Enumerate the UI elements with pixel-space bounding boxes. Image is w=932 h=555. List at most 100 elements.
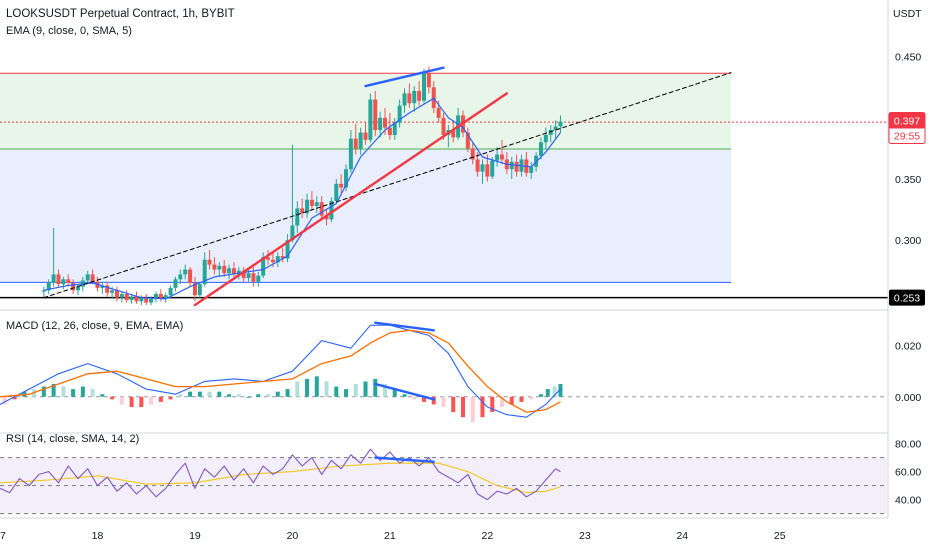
candle-body-47 [270, 259, 275, 263]
macd-hist-bar-30 [295, 381, 300, 397]
macd-hist-bar-7 [71, 389, 76, 397]
candle-body-87 [465, 132, 470, 149]
candle-body-78 [422, 73, 427, 101]
candle-body-91 [485, 164, 490, 177]
candle-body-14 [110, 290, 115, 293]
macd-hist-bar-15 [149, 396, 154, 405]
candle-body-64 [353, 138, 358, 149]
price-y-tick-3: 0.300 [895, 235, 921, 247]
macd-hist-bar-35 [344, 389, 349, 397]
macd-hist-bar-26 [256, 394, 261, 397]
macd-hist-bar-28 [275, 391, 280, 397]
candle-body-79 [426, 73, 431, 88]
candle-body-38 [227, 268, 232, 274]
macd-signal-line [0, 329, 561, 413]
rsi-line [0, 448, 561, 501]
x-tick-4: 21 [384, 530, 396, 542]
candle-body-6 [71, 282, 76, 291]
x-tick-3: 20 [287, 530, 299, 542]
candle-body-21 [144, 297, 149, 303]
macd-hist-bar-53 [519, 396, 524, 402]
macd-hist-bar-22 [217, 391, 222, 397]
x-tick-6: 23 [579, 530, 591, 542]
candle-body-94 [499, 154, 504, 160]
candle-body-37 [222, 265, 227, 274]
candle-body-49 [280, 256, 285, 259]
macd-hist-bar-40 [392, 389, 397, 397]
candle-body-63 [348, 138, 353, 170]
candle-body-69 [378, 117, 383, 131]
macd-hist-bar-34 [334, 386, 339, 397]
macd-hist-bar-43 [422, 396, 427, 402]
ema-indicator-label: EMA (9, close, 0, SMA, 5) [6, 25, 132, 37]
candle-body-10 [90, 274, 95, 282]
candle-body-104 [548, 130, 553, 135]
macd-hist-bar-18 [178, 394, 183, 397]
candle-body-74 [402, 93, 407, 106]
level-price-value: 0.253 [894, 293, 920, 305]
macd-hist-bar-37 [363, 381, 368, 397]
macd-hist-bar-33 [324, 381, 329, 397]
macd-hist-bar-24 [236, 394, 241, 397]
candle-body-35 [212, 264, 217, 270]
macd-hist-bar-57 [552, 386, 557, 397]
macd-hist-bar-20 [197, 391, 202, 397]
macd-hist-bar-29 [285, 389, 290, 397]
candle-body-27 [173, 279, 178, 288]
candle-body-40 [236, 270, 241, 275]
candle-body-28 [178, 274, 183, 280]
macd-divergence-line [374, 321, 435, 332]
price-y-tick-2: 0.350 [895, 174, 921, 186]
candle-body-30 [188, 269, 193, 283]
macd-indicator-label: MACD (12, 26, close, 9, EMA, EMA) [6, 320, 184, 332]
rsi-divergence-line [374, 456, 435, 463]
candle-body-46 [266, 257, 271, 260]
candle-body-32 [197, 284, 202, 296]
macd-hist-bar-25 [246, 396, 251, 398]
candle-body-58 [324, 215, 329, 220]
ema-line [43, 97, 561, 300]
macd-y-tick-1: 0.000 [895, 392, 921, 404]
candle-body-84 [451, 130, 456, 138]
macd-hist-bar-8 [80, 386, 85, 397]
candle-body-73 [397, 105, 402, 123]
x-tick-0: 17 [0, 530, 6, 542]
macd-hist-bar-38 [373, 378, 378, 397]
candle-body-19 [134, 296, 139, 302]
chart-title: LOOKSUSDT Perpetual Contract, 1h, BYBIT [6, 8, 235, 20]
macd-hist-bar-19 [188, 391, 193, 397]
candle-body-31 [192, 282, 197, 296]
candle-body-12 [100, 285, 105, 288]
macd-hist-bar-27 [266, 394, 271, 397]
macd-hist-bar-9 [90, 389, 95, 397]
candle-body-0 [41, 290, 46, 292]
candle-body-48 [275, 256, 280, 263]
candle-body-4 [61, 279, 66, 285]
candle-body-67 [368, 99, 373, 140]
macd-line [0, 324, 561, 418]
candle-body-93 [495, 154, 500, 161]
candle-body-51 [290, 225, 295, 241]
macd-hist-bar-23 [227, 394, 232, 397]
candle-body-25 [163, 295, 168, 299]
candle-body-96 [509, 161, 514, 170]
macd-hist-bar-14 [139, 396, 144, 407]
macd-hist-divergence-line [374, 382, 435, 401]
candle-body-26 [168, 287, 173, 296]
macd-hist-bar-46 [451, 396, 456, 413]
candle-countdown: 29:55 [894, 131, 920, 143]
macd-hist-bar-16 [158, 396, 163, 402]
candle-body-41 [241, 270, 246, 279]
macd-hist-bar-21 [207, 391, 212, 397]
macd-hist-bar-31 [305, 378, 310, 397]
candle-body-57 [319, 202, 324, 216]
macd-hist-bar-6 [61, 386, 66, 397]
rsi-ma-line [0, 462, 561, 494]
candle-body-5 [66, 279, 71, 283]
macd-hist-bar-41 [402, 394, 407, 397]
rsi-indicator-label: RSI (14, close, SMA, 14, 2) [6, 433, 140, 445]
macd-hist-bar-17 [168, 396, 173, 400]
candle-body-82 [441, 117, 446, 135]
